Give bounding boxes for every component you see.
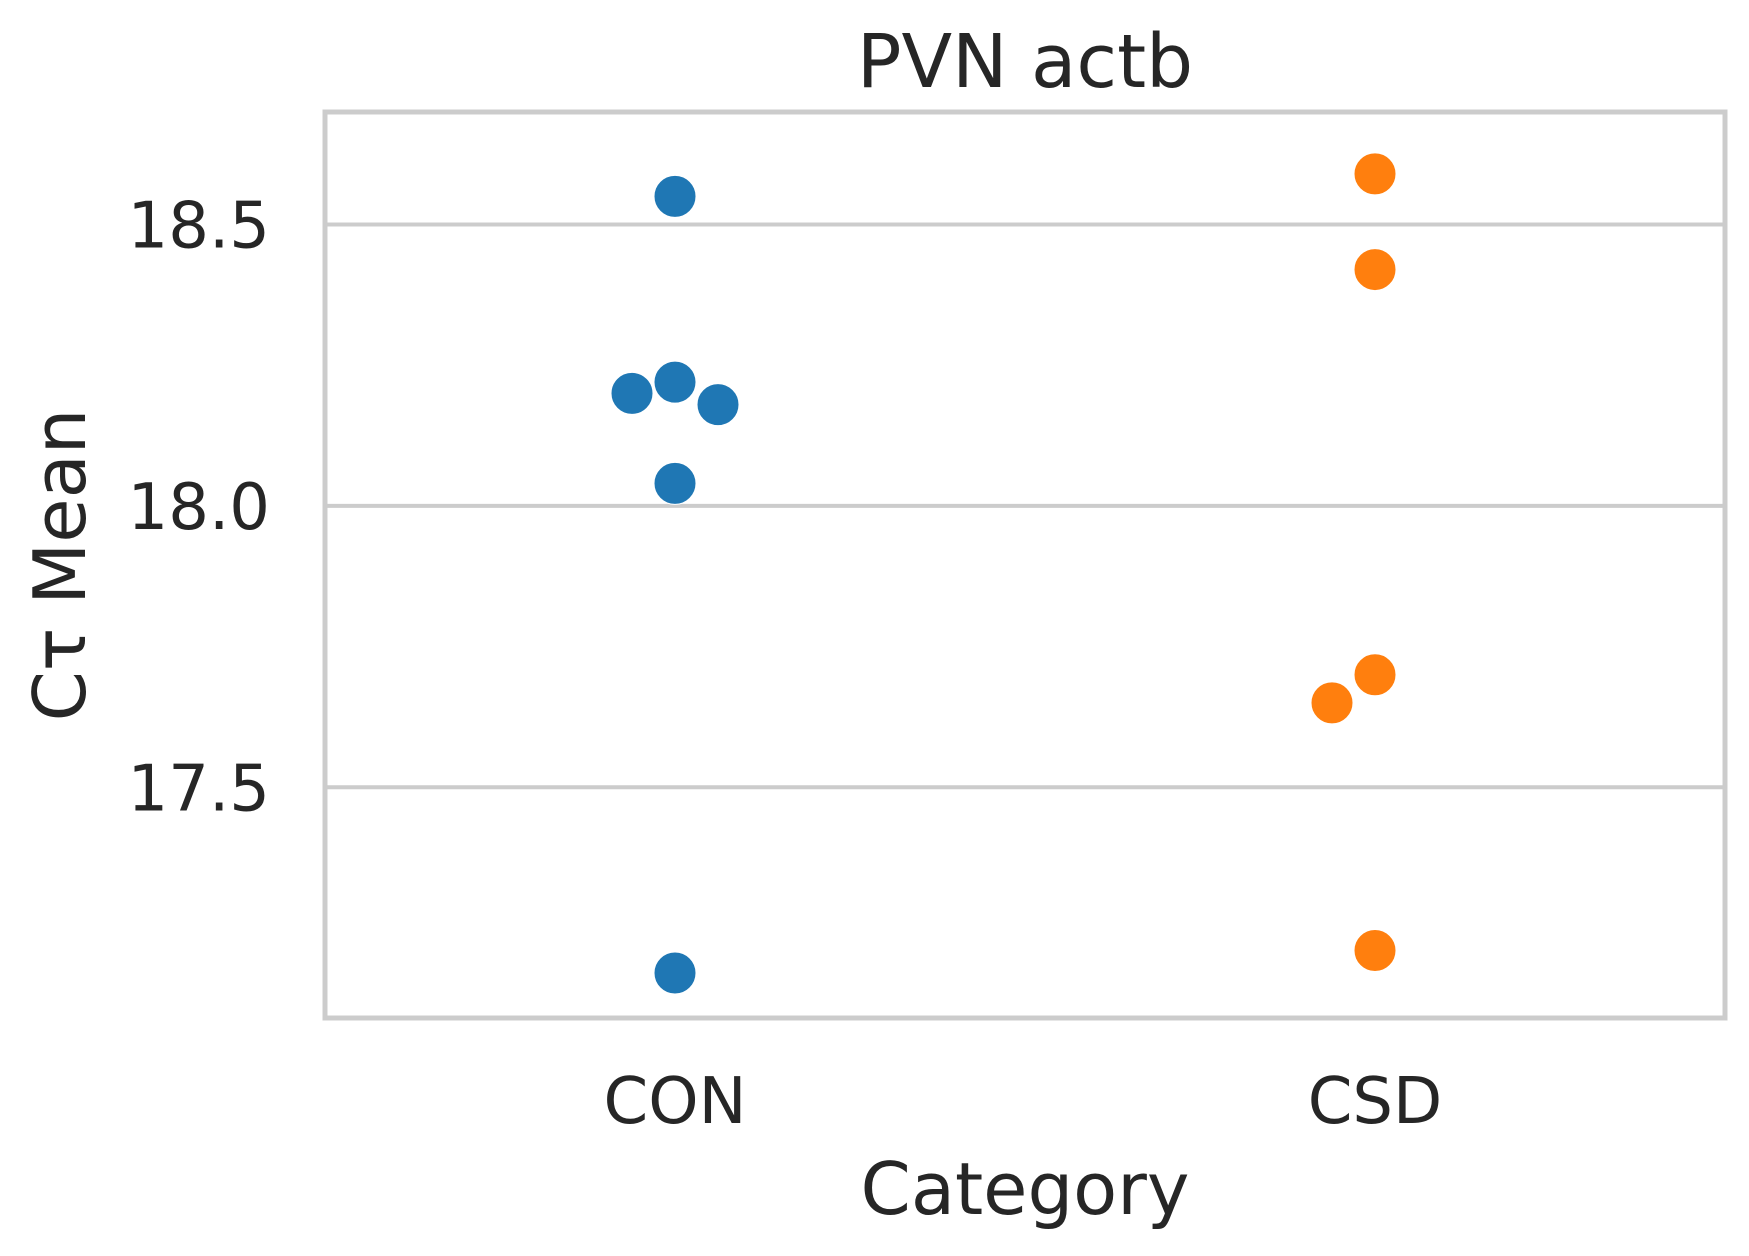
grid-layer: [325, 222, 1725, 790]
x-tick-labels: CON CSD: [604, 1065, 1443, 1139]
data-point-con: [653, 951, 697, 995]
data-point-con: [610, 371, 654, 415]
y-tick-label: 18.0: [128, 471, 271, 545]
chart-title: PVN actb: [857, 19, 1193, 105]
data-point-csd: [1353, 152, 1397, 196]
data-point-csd: [1353, 653, 1397, 697]
x-axis-label: Category: [861, 1147, 1190, 1231]
x-tick-label: CSD: [1308, 1065, 1443, 1139]
y-tick-label: 17.5: [128, 752, 271, 826]
data-point-con: [696, 383, 740, 427]
data-point-csd: [1353, 248, 1397, 292]
data-point-con: [653, 174, 697, 218]
data-point-con: [653, 461, 697, 505]
data-point-csd: [1310, 681, 1354, 725]
plot-frame: [322, 109, 1728, 1021]
x-tick-label: CON: [604, 1065, 747, 1139]
data-point-csd: [1353, 928, 1397, 972]
points-layer: [610, 152, 1397, 995]
y-tick-label: 18.5: [128, 190, 271, 264]
data-point-con: [653, 360, 697, 404]
y-axis-label: Cτ Mean: [18, 409, 102, 722]
y-tick-labels: 17.5 18.0 18.5: [128, 190, 271, 827]
